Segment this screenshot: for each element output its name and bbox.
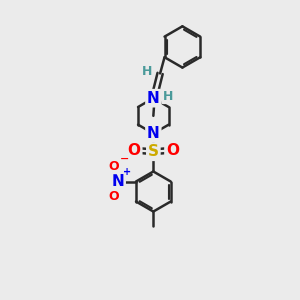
- Text: O: O: [166, 143, 179, 158]
- Text: O: O: [128, 143, 141, 158]
- Text: N: N: [147, 91, 160, 106]
- Text: O: O: [108, 160, 119, 173]
- Text: N: N: [111, 174, 124, 189]
- Text: −: −: [120, 154, 129, 164]
- Text: H: H: [142, 64, 152, 78]
- Text: N: N: [147, 126, 160, 141]
- Text: +: +: [123, 167, 131, 177]
- Text: H: H: [163, 90, 173, 103]
- Text: S: S: [148, 144, 159, 159]
- Text: O: O: [108, 190, 119, 203]
